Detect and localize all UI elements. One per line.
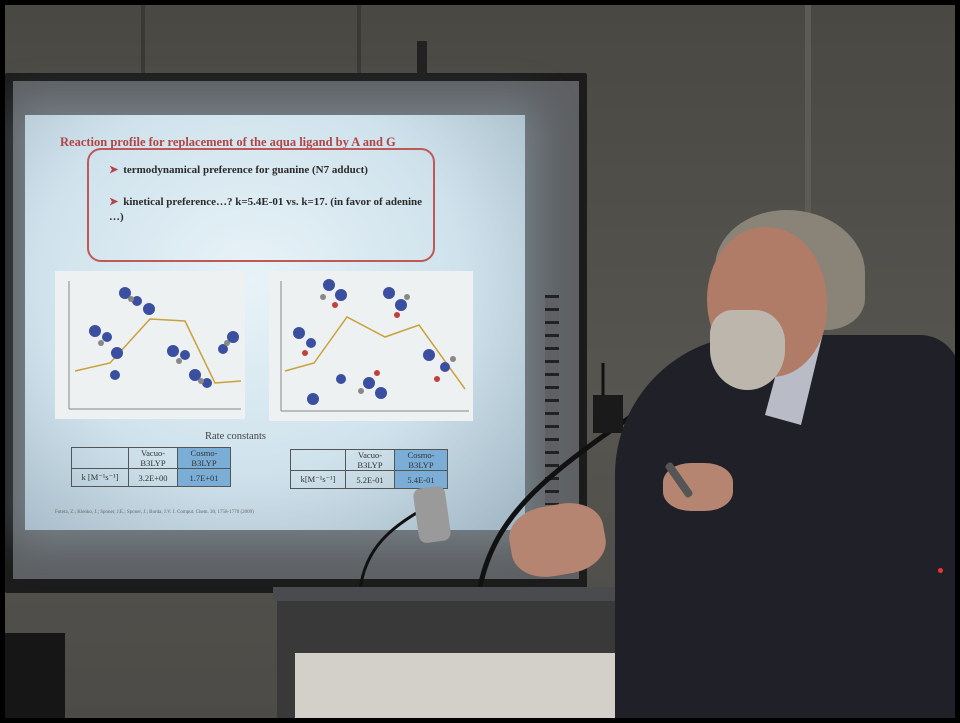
slide-title: Reaction profile for replacement of the … xyxy=(60,135,396,149)
wall-seam xyxy=(141,5,145,85)
table-cell: 5.2E-01 xyxy=(345,470,395,489)
table-cell: 1.7E+01 xyxy=(177,468,231,487)
projected-slide: Reaction profile for replacement of the … xyxy=(25,115,525,530)
table-header: Cosmo-B3LYP xyxy=(394,449,448,471)
slide-reference: Futera, Z.; Klenko, J.; Sponer, J.E.; Sp… xyxy=(55,510,254,515)
podium-top xyxy=(273,587,665,601)
chair xyxy=(5,633,65,718)
board-ruler xyxy=(545,295,559,505)
wall-seam xyxy=(357,5,361,85)
indicator-light xyxy=(938,568,943,573)
table-row-label: k[M⁻¹s⁻¹] xyxy=(290,470,346,489)
table-header: Cosmo-B3LYP xyxy=(177,447,231,469)
table-header: Vacuo-B3LYP xyxy=(128,447,178,469)
molecule-diagram xyxy=(68,281,242,410)
wall-pipe xyxy=(805,5,811,335)
table-cell xyxy=(290,449,346,471)
reaction-profile-figure xyxy=(55,271,245,419)
table-cell xyxy=(71,447,129,469)
table-cell: 3.2E+00 xyxy=(128,468,178,487)
rate-constants-caption: Rate constants xyxy=(205,431,266,442)
photo-frame: Reaction profile for replacement of the … xyxy=(5,5,955,718)
podium-front xyxy=(295,653,645,718)
arrow-bullet-icon: ➤ xyxy=(109,164,119,176)
bullet-item: ➤ kinetical preference…? k=5.4E-01 vs. k=… xyxy=(109,196,423,223)
projector-mount xyxy=(417,41,427,75)
table-row-label: k [M⁻¹s⁻¹] xyxy=(71,468,129,487)
arrow-bullet-icon: ➤ xyxy=(109,196,119,208)
molecule-diagram xyxy=(280,279,469,412)
rate-table: Vacuo-B3LYP Cosmo-B3LYP k [M⁻¹s⁻¹] 3.2E+… xyxy=(71,447,231,487)
speaker-beard xyxy=(710,310,785,390)
bullet-item: ➤ termodynamical preference for guanine (… xyxy=(109,164,368,176)
bullet-box: ➤ termodynamical preference for guanine (… xyxy=(87,148,435,262)
reaction-profile-figure xyxy=(269,271,473,421)
